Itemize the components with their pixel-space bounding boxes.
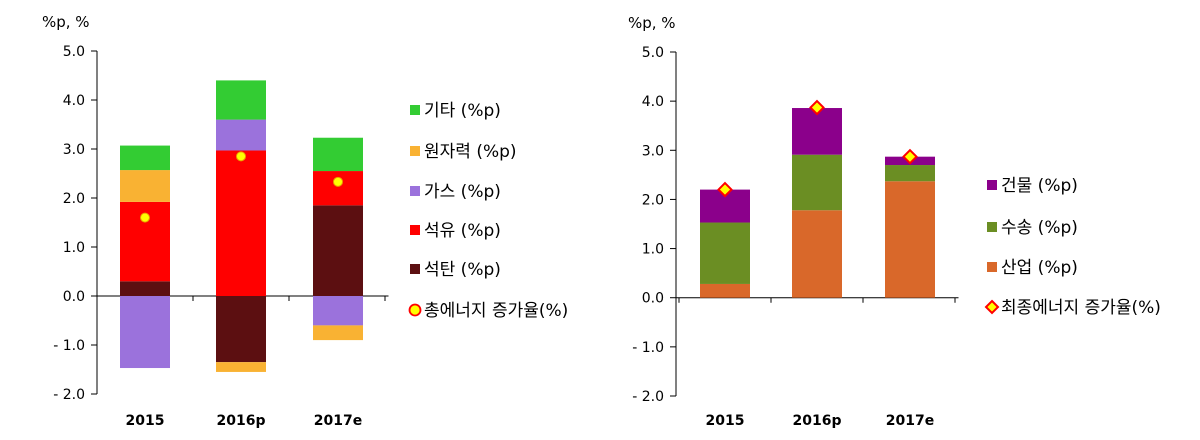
y-tick-label: - 1.0	[632, 340, 664, 356]
bar-segment	[216, 296, 266, 363]
legend-swatch	[410, 186, 420, 196]
bar-segment	[792, 154, 842, 211]
unit-label: %p, %	[628, 14, 676, 32]
point-marker	[809, 99, 825, 116]
y-tick-label: 5.0	[642, 45, 664, 61]
legend-label: 석유 (%p)	[424, 221, 501, 241]
bar-segment	[885, 165, 935, 182]
y-tick-label: 1.0	[63, 240, 85, 256]
bar-segment	[120, 145, 170, 171]
legend-label: 석탄 (%p)	[424, 260, 501, 280]
x-category-label: 2017e	[886, 413, 934, 429]
point-marker	[902, 148, 918, 165]
legend-marker	[984, 299, 1000, 315]
x-category-label: 2016p	[793, 413, 842, 429]
bar-segment	[120, 296, 170, 369]
bar-segment	[792, 210, 842, 298]
chart-2: %p, % 5.0 4.0 3.0 2.0 1.0 0.0 - 1.0 - 2.0 2015 201…	[628, 14, 1161, 429]
point-marker	[717, 181, 733, 198]
legend-label: 건물 (%p)	[1001, 176, 1078, 196]
y-tick-label: - 1.0	[53, 338, 85, 354]
legend-swatch	[410, 105, 420, 115]
bar-segment	[313, 205, 363, 296]
bar-segment	[216, 150, 266, 296]
y-tick-label: 2.0	[63, 191, 85, 207]
legend-label: 기타 (%p)	[424, 101, 501, 121]
legend-label: 수송 (%p)	[1001, 218, 1078, 238]
y-tick-label: 3.0	[63, 142, 85, 158]
y-tick-label: 0.0	[642, 291, 664, 307]
y-tick-label: 4.0	[642, 94, 664, 110]
y-tick-label: - 2.0	[632, 389, 664, 405]
legend-swatch	[987, 262, 997, 272]
legend-swatch	[410, 264, 420, 274]
y-tick-label: 4.0	[63, 93, 85, 109]
legend-swatch	[987, 222, 997, 232]
legend-swatch	[410, 146, 420, 156]
legend-marker	[408, 303, 422, 317]
bar-segment	[885, 181, 935, 298]
legend-label: 산업 (%p)	[1001, 258, 1078, 278]
chart-1: %p, % 5.0 4.0 3.0 2.0 1.0 0.0 - 1.0 - 2.0 2015 201…	[42, 13, 568, 429]
legend-label: 원자력 (%p)	[424, 142, 517, 162]
x-category-label: 2015	[706, 413, 745, 429]
bar-segment	[216, 119, 266, 151]
x-category-label: 2015	[126, 413, 165, 429]
point-marker	[333, 176, 343, 187]
point-marker	[140, 212, 150, 223]
y-tick-label: 5.0	[63, 44, 85, 60]
bar-segment	[313, 171, 363, 206]
point-marker	[236, 151, 246, 162]
bar-segment	[216, 80, 266, 120]
bar-segment	[313, 325, 363, 341]
bar-segment	[313, 137, 363, 172]
y-tick-label: - 2.0	[53, 387, 85, 403]
y-tick-label: 3.0	[642, 143, 664, 159]
y-tick-label: 2.0	[642, 192, 664, 208]
bar-segment	[120, 281, 170, 296]
bar-segment	[792, 108, 842, 155]
x-category-label: 2016p	[217, 413, 266, 429]
legend-label: 최종에너지 증가율(%)	[1001, 298, 1161, 318]
bar-segment	[700, 222, 750, 284]
x-category-label: 2017e	[314, 413, 362, 429]
legend-swatch	[987, 180, 997, 190]
bar-segment	[216, 362, 266, 372]
legend-label: 총에너지 증가율(%)	[424, 301, 568, 321]
y-tick-label: 0.0	[63, 289, 85, 305]
bar-segment	[120, 170, 170, 202]
bar-segment	[313, 296, 363, 326]
y-tick-label: 1.0	[642, 242, 664, 258]
legend-swatch	[410, 225, 420, 235]
legend-label: 가스 (%p)	[424, 182, 501, 202]
unit-label: %p, %	[42, 13, 90, 31]
bar-segment	[700, 283, 750, 298]
